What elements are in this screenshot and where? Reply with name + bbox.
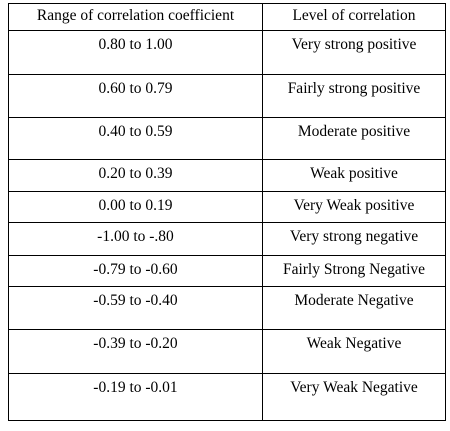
range-cell: 0.00 to 0.19 [8,191,263,223]
level-cell: Weak Negative [262,329,446,374]
level-cell: Very strong positive [262,30,446,75]
level-cell: Fairly strong positive [262,74,446,118]
level-cell: Very strong negative [262,222,446,256]
range-cell: -0.19 to -0.01 [8,373,263,421]
range-cell: -0.39 to -0.20 [8,329,263,374]
table-row: 0.80 to 1.00 Very strong positive [8,30,446,75]
table-row: -0.39 to -0.20 Weak Negative [8,329,446,374]
table-row: 0.00 to 0.19 Very Weak positive [8,191,446,223]
level-cell: Very Weak Negative [262,373,446,421]
header-range: Range of correlation coefficient [8,3,263,31]
table-row: -0.79 to -0.60 Fairly Strong Negative [8,255,446,287]
table-row: 0.20 to 0.39 Weak positive [8,159,446,192]
level-cell: Very Weak positive [262,191,446,223]
range-cell: -0.79 to -0.60 [8,255,263,287]
level-cell: Fairly Strong Negative [262,255,446,287]
range-cell: -1.00 to -.80 [8,222,263,256]
range-cell: 0.80 to 1.00 [8,30,263,75]
table-row: -0.19 to -0.01 Very Weak Negative [8,373,446,421]
header-level: Level of correlation [262,3,446,31]
table-row: -0.59 to -0.40 Moderate Negative [8,286,446,330]
range-cell: 0.20 to 0.39 [8,159,263,192]
level-cell: Weak positive [262,159,446,192]
correlation-table: Range of correlation coefficient Level o… [8,3,446,421]
range-cell: 0.60 to 0.79 [8,74,263,118]
table-row: -1.00 to -.80 Very strong negative [8,222,446,256]
level-cell: Moderate Negative [262,286,446,330]
level-cell: Moderate positive [262,117,446,160]
table-row: 0.40 to 0.59 Moderate positive [8,117,446,160]
table-row: 0.60 to 0.79 Fairly strong positive [8,74,446,118]
table-header-row: Range of correlation coefficient Level o… [8,3,446,31]
range-cell: 0.40 to 0.59 [8,117,263,160]
range-cell: -0.59 to -0.40 [8,286,263,330]
